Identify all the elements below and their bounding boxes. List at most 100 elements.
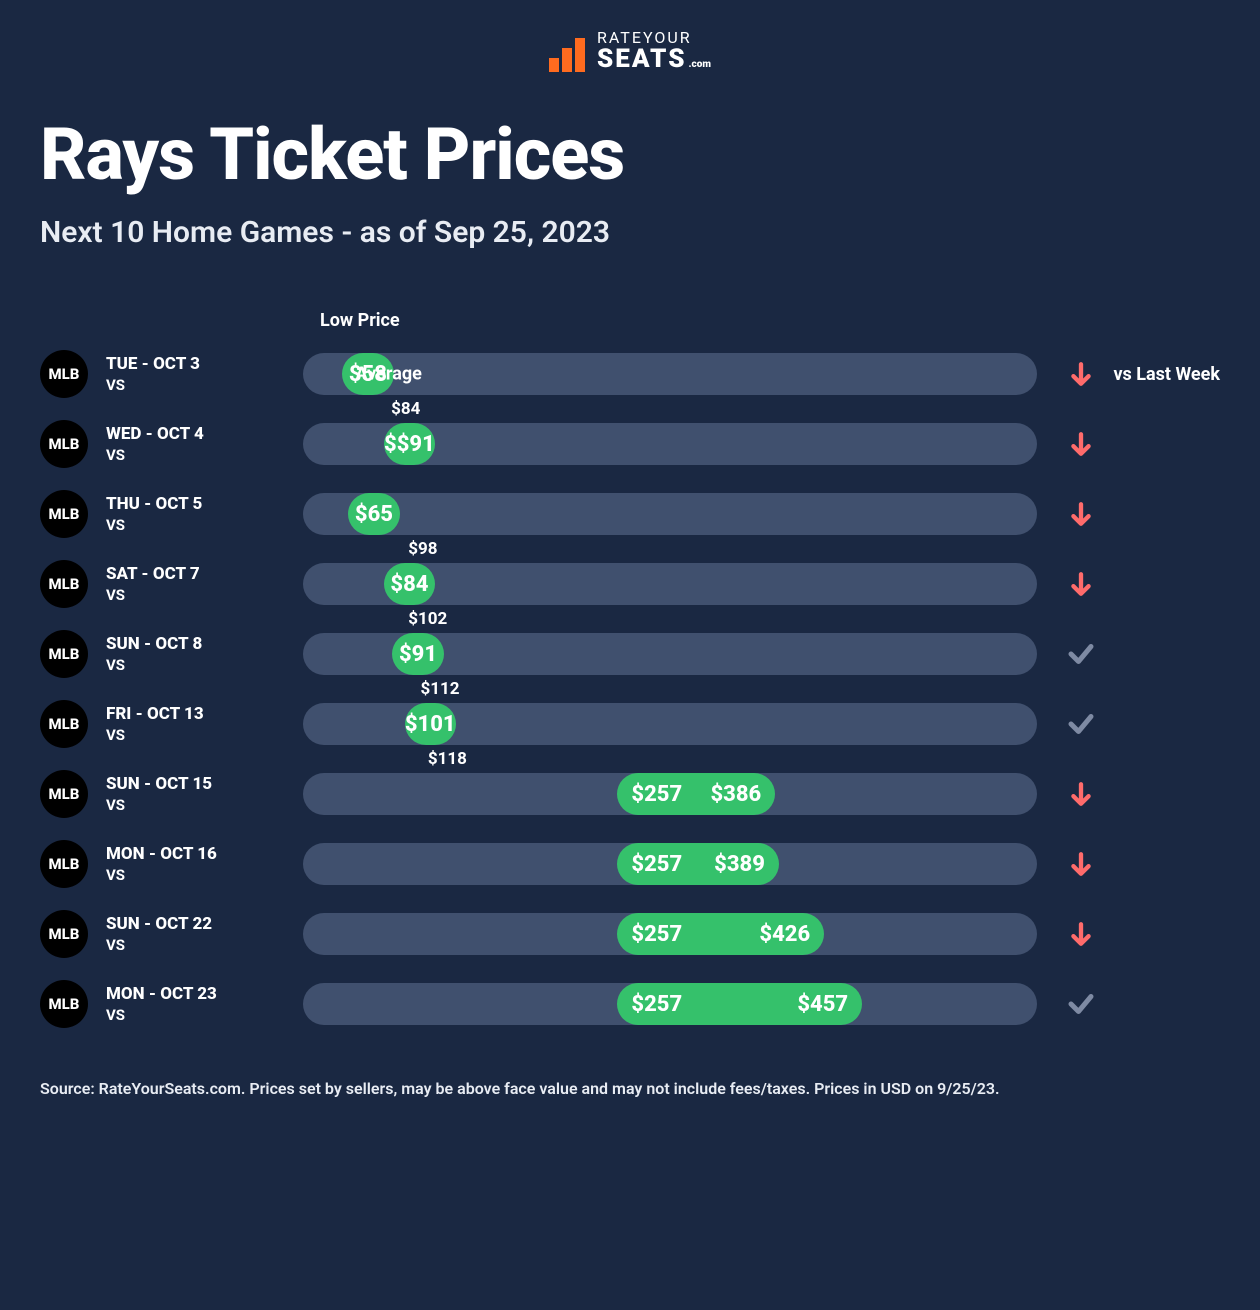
trend-indicator	[1057, 851, 1105, 877]
check-icon	[1066, 709, 1096, 739]
trend-indicator	[1057, 571, 1105, 597]
league-badge: MLB	[40, 350, 88, 398]
trend-indicator	[1057, 431, 1105, 457]
league-badge: MLB	[40, 630, 88, 678]
price-bar: $112$101	[303, 703, 1037, 745]
game-date: THU - OCT 5	[106, 494, 303, 514]
game-row: MLBSAT - OCT 7 VS$98$84	[40, 549, 1220, 619]
game-row: MLBMON - OCT 16 VS$257$389	[40, 829, 1220, 899]
price-bar: $58Average	[303, 353, 1037, 395]
game-date: MON - OCT 23	[106, 984, 303, 1004]
game-info: SUN - OCT 8 VS	[88, 634, 303, 674]
price-pill: $257 $386	[617, 773, 775, 815]
check-icon	[1066, 989, 1096, 1019]
price-bar: $257 $426	[303, 913, 1037, 955]
game-info: TUE - OCT 3 VS	[88, 354, 303, 394]
game-info: MON - OCT 23 VS	[88, 984, 303, 1024]
pill-value-low: $257	[631, 992, 682, 1017]
game-opponent: VS	[106, 656, 303, 674]
game-info: SAT - OCT 7 VS	[88, 564, 303, 604]
game-opponent: VS	[106, 866, 303, 884]
price-pill: $101	[405, 703, 456, 745]
game-date: FRI - OCT 13	[106, 704, 303, 724]
pill-value-high: $386	[710, 782, 761, 807]
price-pill: $58	[342, 353, 393, 395]
games-list: MLBTUE - OCT 3 VS$58Average vs Last Week…	[40, 339, 1220, 1039]
game-row: MLBSUN - OCT 15 VS$118$257$386	[40, 759, 1220, 829]
trend-indicator	[1057, 989, 1105, 1019]
game-opponent: VS	[106, 376, 303, 394]
trend-indicator	[1057, 639, 1105, 669]
arrow-down-icon	[1068, 781, 1094, 807]
game-row: MLBWED - OCT 4 VS$84$$91	[40, 409, 1220, 479]
league-badge: MLB	[40, 490, 88, 538]
price-pill: $84	[384, 563, 435, 605]
price-pill: $65	[348, 493, 399, 535]
game-info: WED - OCT 4 VS	[88, 424, 303, 464]
game-opponent: VS	[106, 796, 303, 814]
pill-value-high: $426	[759, 922, 810, 947]
game-info: SUN - OCT 15 VS	[88, 774, 303, 814]
price-pill: $257 $426	[617, 913, 824, 955]
arrow-down-icon	[1068, 921, 1094, 947]
page-subtitle: Next 10 Home Games - as of Sep 25, 2023	[40, 215, 1220, 250]
game-row: MLBSUN - OCT 22 VS$257$426	[40, 899, 1220, 969]
pill-value-high: $457	[797, 992, 848, 1017]
game-row: MLBTHU - OCT 5 VS$65	[40, 479, 1220, 549]
game-row: MLBSUN - OCT 8 VS$102$91	[40, 619, 1220, 689]
league-badge: MLB	[40, 770, 88, 818]
logo-text-bottom: SEATS.com	[597, 46, 711, 72]
pill-value-low: $257	[631, 922, 682, 947]
low-price-label: $98	[408, 539, 437, 559]
low-price-label: $118	[428, 749, 467, 769]
game-info: MON - OCT 16 VS	[88, 844, 303, 884]
game-date: MON - OCT 16	[106, 844, 303, 864]
game-date: SAT - OCT 7	[106, 564, 303, 584]
column-headers: Low Price	[40, 310, 1220, 331]
price-bar: $257$389	[303, 843, 1037, 885]
game-date: SUN - OCT 22	[106, 914, 303, 934]
pill-value-low: $257	[631, 782, 682, 807]
price-pill: $257$389	[617, 843, 779, 885]
check-icon	[1066, 639, 1096, 669]
trend-indicator	[1057, 781, 1105, 807]
game-opponent: VS	[106, 726, 303, 744]
arrow-down-icon	[1068, 431, 1094, 457]
league-badge: MLB	[40, 700, 88, 748]
game-date: SUN - OCT 15	[106, 774, 303, 794]
price-pill: $91	[392, 633, 443, 675]
game-opponent: VS	[106, 446, 303, 464]
page-title: Rays Ticket Prices	[40, 112, 1220, 197]
arrow-down-icon	[1068, 361, 1094, 387]
game-date: SUN - OCT 8	[106, 634, 303, 654]
footer-source: Source: RateYourSeats.com. Prices set by…	[40, 1079, 1220, 1098]
game-date: TUE - OCT 3	[106, 354, 303, 374]
low-price-label: $112	[420, 679, 459, 699]
price-bar: $102$91	[303, 633, 1037, 675]
league-badge: MLB	[40, 420, 88, 468]
game-info: SUN - OCT 22 VS	[88, 914, 303, 954]
game-opponent: VS	[106, 936, 303, 954]
logo: RATEYOUR SEATS.com	[40, 30, 1220, 72]
low-price-label: $84	[391, 399, 420, 419]
price-bar: $118$257$386	[303, 773, 1037, 815]
trend-indicator	[1057, 921, 1105, 947]
game-date: WED - OCT 4	[106, 424, 303, 444]
price-pill: $257 $457	[617, 983, 862, 1025]
price-bar: $98$84	[303, 563, 1037, 605]
league-badge: MLB	[40, 980, 88, 1028]
game-opponent: VS	[106, 1006, 303, 1024]
arrow-down-icon	[1068, 501, 1094, 527]
price-bar: $257 $457	[303, 983, 1037, 1025]
game-row: MLB FRI - OCT 13 VS$112$101	[40, 689, 1220, 759]
price-pill: $$91	[384, 423, 435, 465]
trend-indicator	[1057, 361, 1105, 387]
price-bar: $65	[303, 493, 1037, 535]
logo-bars	[549, 38, 585, 72]
low-price-label: $102	[408, 609, 447, 629]
game-row: MLBTUE - OCT 3 VS$58Average vs Last Week	[40, 339, 1220, 409]
game-opponent: VS	[106, 586, 303, 604]
trend-indicator	[1057, 709, 1105, 739]
price-bar: $84$$91	[303, 423, 1037, 465]
pill-value-high: $389	[714, 852, 765, 877]
